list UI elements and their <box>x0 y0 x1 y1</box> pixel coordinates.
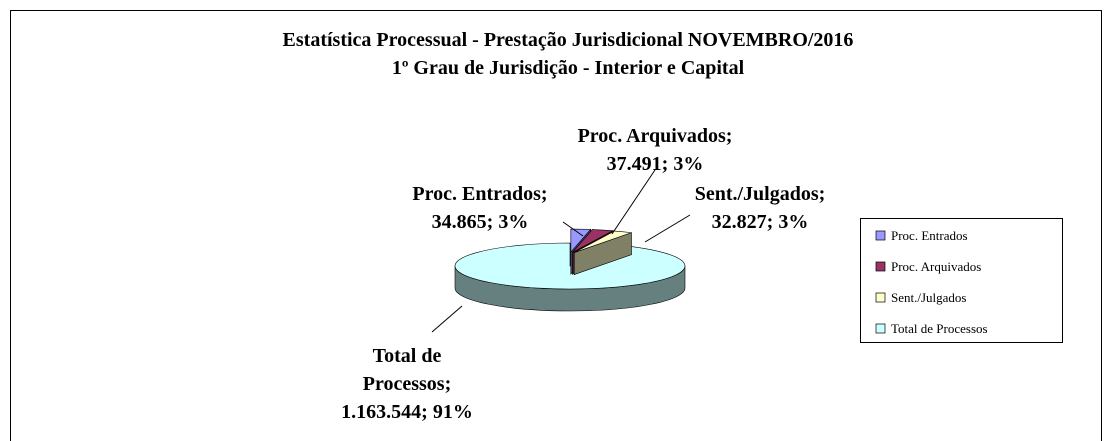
chart-title: Estatística Processual - Prestação Juris… <box>283 29 854 51</box>
slice-top <box>572 229 615 253</box>
pie-slice <box>454 242 686 312</box>
data-label: Processos; <box>363 373 452 395</box>
legend-label: Proc. Arquivados <box>891 259 981 274</box>
legend-label: Proc. Entrados <box>891 228 968 243</box>
chart-subtitle: 1º Grau de Jurisdição - Interior e Capit… <box>392 57 745 79</box>
slice-top <box>570 228 592 253</box>
leader-line <box>644 214 691 243</box>
data-label: Sent./Julgados; <box>695 183 826 205</box>
pie-slice <box>573 230 632 276</box>
data-label: Proc. Entrados; <box>412 183 547 205</box>
data-label: Total de <box>373 345 442 367</box>
data-label: 1.163.544; 91% <box>341 401 473 423</box>
legend: Proc. Entrados Proc. Arquivados Sent./Julg… <box>875 228 988 336</box>
data-label: 34.865; 3% <box>432 211 529 233</box>
legend-label: Sent./Julgados <box>891 290 966 305</box>
leader-line <box>611 169 656 235</box>
data-label: 32.827; 3% <box>712 211 809 233</box>
slice-top <box>454 242 686 290</box>
legend-label: Total de Processos <box>891 321 988 336</box>
legend-box <box>860 218 1063 343</box>
legend-swatch <box>875 292 886 303</box>
pie <box>454 228 686 312</box>
data-labels: Proc. Entrados; 34.865; 3% Proc. Arquivado… <box>341 125 825 423</box>
leader-line <box>431 305 463 333</box>
legend-swatch <box>875 261 886 272</box>
leader-lines <box>431 169 691 333</box>
legend-swatch <box>875 230 886 241</box>
leader-line <box>562 221 584 237</box>
data-label: 37.491; 3% <box>607 153 704 175</box>
legend-swatch <box>875 323 886 334</box>
data-label: Proc. Arquivados; <box>578 125 733 147</box>
